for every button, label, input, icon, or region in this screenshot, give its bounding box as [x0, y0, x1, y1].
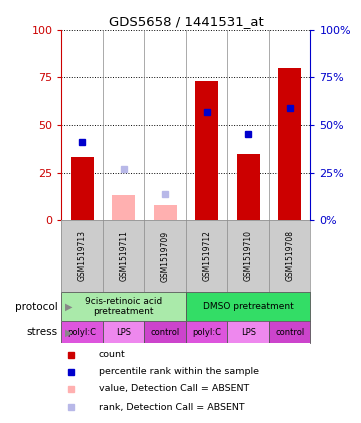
Text: value, Detection Call = ABSENT: value, Detection Call = ABSENT	[99, 384, 249, 393]
Text: 9cis-retinoic acid
pretreatment: 9cis-retinoic acid pretreatment	[85, 297, 162, 316]
Text: GSM1519708: GSM1519708	[285, 231, 294, 281]
Bar	[269, 321, 310, 343]
Title: GDS5658 / 1441531_at: GDS5658 / 1441531_at	[109, 16, 263, 28]
Text: GSM1519710: GSM1519710	[244, 231, 253, 281]
Bar	[144, 321, 186, 343]
Text: GSM1519709: GSM1519709	[161, 231, 170, 282]
Text: rank, Detection Call = ABSENT: rank, Detection Call = ABSENT	[99, 403, 244, 412]
Text: control: control	[151, 328, 180, 337]
Bar	[61, 321, 103, 343]
Text: DMSO pretreatment: DMSO pretreatment	[203, 302, 293, 311]
Text: GSM1519712: GSM1519712	[202, 231, 211, 281]
Text: percentile rank within the sample: percentile rank within the sample	[99, 368, 259, 376]
Bar	[186, 292, 310, 321]
Bar	[195, 81, 218, 220]
Bar	[227, 321, 269, 343]
Text: GSM1519713: GSM1519713	[78, 231, 87, 281]
Text: stress: stress	[27, 327, 58, 338]
Bar	[237, 154, 260, 220]
Bar	[154, 205, 177, 220]
Text: ▶: ▶	[65, 302, 73, 312]
Text: ▶: ▶	[65, 327, 73, 338]
Text: LPS: LPS	[241, 328, 256, 337]
Text: polyI:C: polyI:C	[68, 328, 97, 337]
Bar	[103, 321, 144, 343]
Text: LPS: LPS	[116, 328, 131, 337]
Bar	[278, 68, 301, 220]
Bar	[61, 292, 186, 321]
Bar	[186, 321, 227, 343]
Bar	[71, 157, 93, 220]
Text: GSM1519711: GSM1519711	[119, 231, 128, 281]
Text: control: control	[275, 328, 304, 337]
Text: protocol: protocol	[15, 302, 58, 312]
Text: polyI:C: polyI:C	[192, 328, 221, 337]
Bar	[112, 195, 135, 220]
Text: count: count	[99, 350, 126, 359]
